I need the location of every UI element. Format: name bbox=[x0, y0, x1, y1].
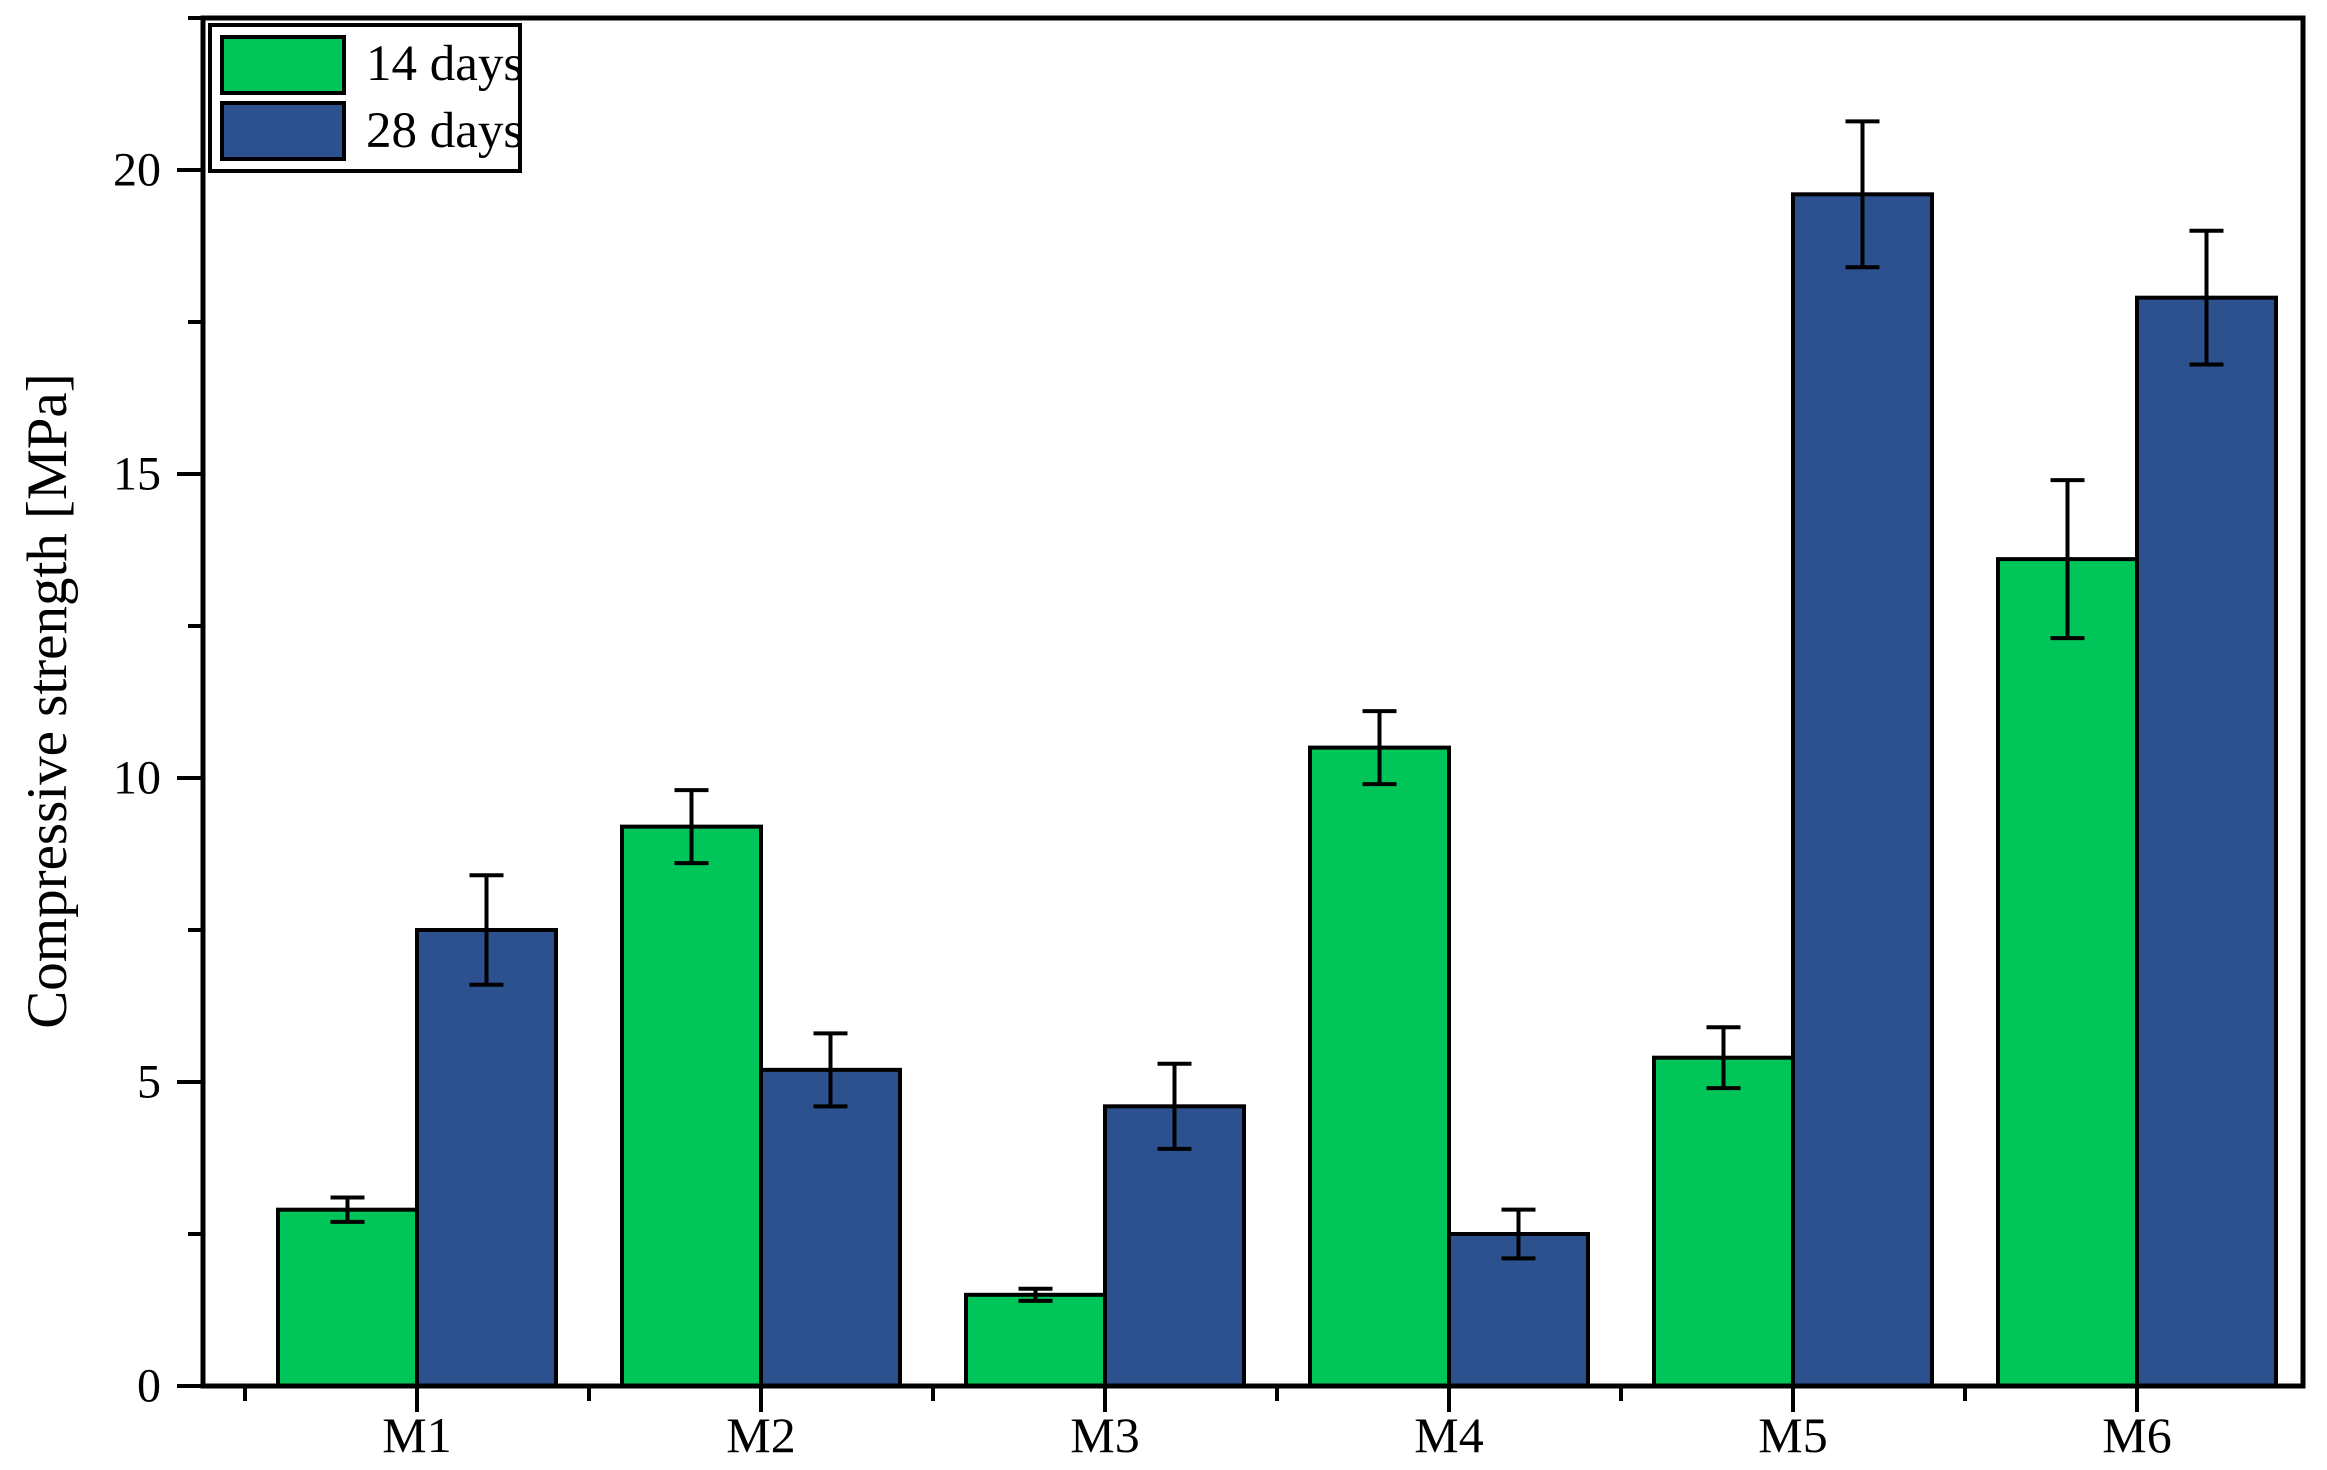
bar-M1-14days bbox=[276, 1207, 419, 1389]
legend-item-14days: 14 days bbox=[220, 34, 523, 96]
legend-label-28days: 28 days bbox=[366, 102, 524, 159]
y-tick-label-0: 0 bbox=[137, 1360, 161, 1413]
legend-swatch-28days bbox=[220, 101, 346, 162]
y-tick-label-10: 10 bbox=[113, 752, 161, 805]
bar-M6-28days bbox=[2135, 295, 2278, 1388]
y-axis-title: Compressive strength [MPa] bbox=[16, 373, 79, 1029]
bar-M5-14days bbox=[1652, 1055, 1795, 1389]
x-tick-label-M4: M4 bbox=[1414, 1407, 1483, 1463]
legend-swatch-14days bbox=[220, 34, 346, 95]
bar-M2-28days bbox=[759, 1067, 902, 1388]
x-tick-label-M5: M5 bbox=[1758, 1407, 1827, 1463]
y-tick-label-20: 20 bbox=[113, 144, 161, 197]
bar-M5-28days bbox=[1791, 192, 1934, 1389]
legend-label-14days: 14 days bbox=[366, 36, 524, 93]
bar-M2-14days bbox=[620, 824, 763, 1388]
bar-M6-14days bbox=[1996, 557, 2139, 1388]
x-tick-label-M3: M3 bbox=[1070, 1407, 1139, 1463]
bar-M4-14days bbox=[1308, 745, 1451, 1388]
y-tick-label-15: 15 bbox=[113, 448, 161, 501]
legend: 14 days 28 days bbox=[208, 23, 523, 173]
x-tick-label-M1: M1 bbox=[382, 1407, 451, 1463]
x-tick-label-M6: M6 bbox=[2102, 1407, 2171, 1463]
bar-M3-14days bbox=[964, 1292, 1107, 1389]
plot-frame bbox=[200, 15, 2306, 1389]
bar-M3-28days bbox=[1103, 1104, 1246, 1388]
y-tick-label-5: 5 bbox=[137, 1056, 161, 1109]
bar-M1-28days bbox=[415, 928, 558, 1388]
x-tick-label-M2: M2 bbox=[726, 1407, 795, 1463]
legend-item-28days: 28 days bbox=[220, 100, 523, 162]
